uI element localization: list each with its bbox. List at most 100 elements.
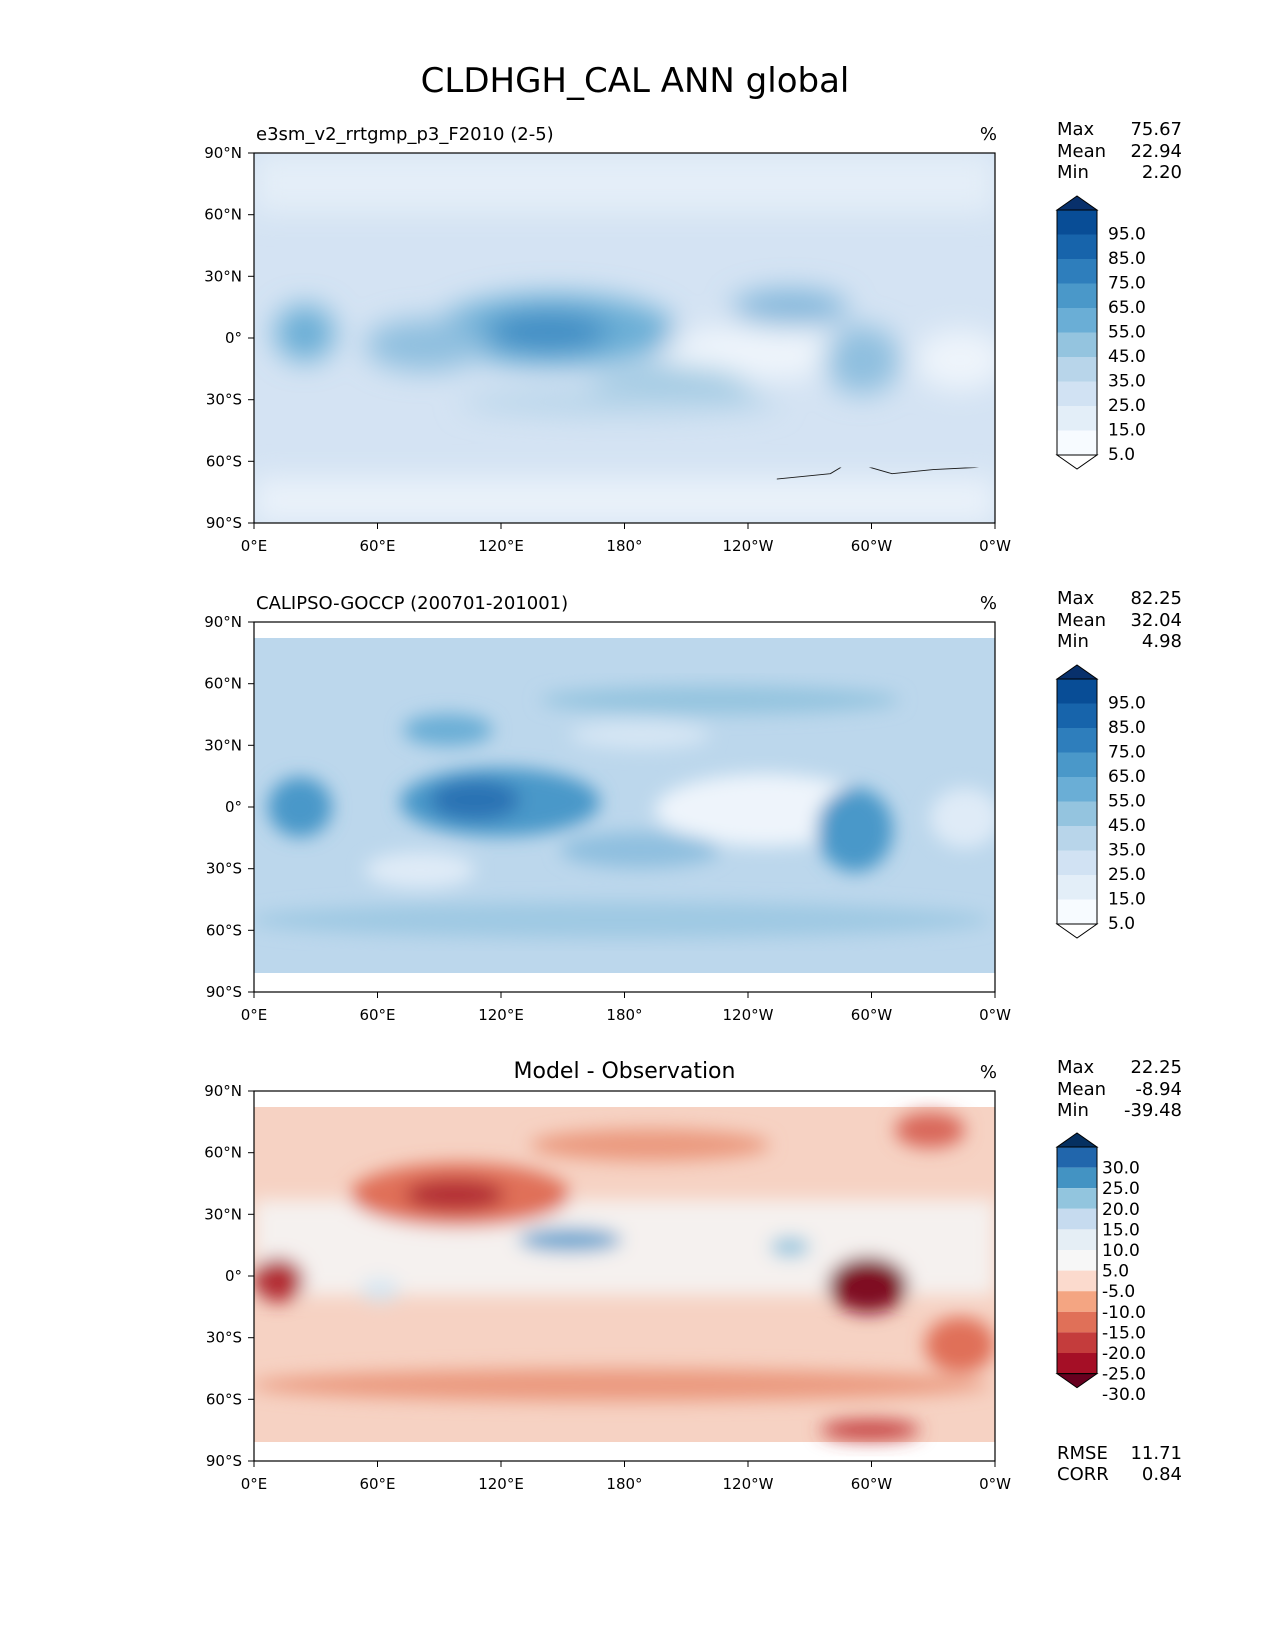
colorbar-extend-top (1055, 1132, 1099, 1148)
stat-label-max: Max (1057, 119, 1095, 140)
obs-spcz (560, 832, 720, 868)
colorbar-swatch (1057, 875, 1097, 900)
colorbar-swatch (1057, 1270, 1097, 1292)
y-tick-label: 0° (225, 329, 242, 347)
x-tick-label: 180° (606, 537, 642, 555)
panel-difference-map (254, 1091, 995, 1461)
stat-value-max: 75.67 (1130, 119, 1182, 140)
colorbar-outline (1056, 678, 1098, 925)
x-tick-label: 120°W (723, 1006, 774, 1024)
y-tick-label: 0° (225, 1267, 242, 1285)
panel-observation: CALIPSO-GOCCP (200701-201001) % (204, 588, 1182, 1024)
x-tick-label: 0°W (979, 1006, 1011, 1024)
diff-amazon-deficit (828, 1257, 908, 1313)
x-tick-label: 180° (606, 1475, 642, 1493)
colorbar-swatch (1057, 1188, 1097, 1209)
y-tick-label: 60°N (204, 1144, 242, 1162)
colorbar-swatch (1057, 1250, 1097, 1271)
model-westpac-core (488, 312, 608, 352)
stat-label-min: Min (1057, 162, 1089, 183)
colorbar-swatch (1057, 1311, 1097, 1333)
colorbar-level: 55.0 (1108, 323, 1146, 343)
y-tick-label: 30°S (206, 1329, 242, 1347)
obs-storm-track-north (540, 686, 900, 714)
stat-label-min: Min (1057, 1100, 1089, 1121)
y-tick-label: 90°N (204, 1082, 242, 1100)
colorbar-swatch (1057, 703, 1097, 728)
colorbar-swatch (1057, 801, 1097, 826)
model-amazon (824, 326, 900, 394)
colorbar-level: 85.0 (1108, 249, 1146, 269)
colorbar-swatch (1057, 430, 1097, 455)
x-tick-label: 120°W (723, 1475, 774, 1493)
colorbar-swatch (1057, 234, 1097, 259)
colorbar-extend-top (1055, 195, 1099, 211)
colorbar-swatch (1057, 357, 1097, 382)
model-antarctic-band (254, 478, 995, 523)
colorbar-level: 5.0 (1102, 1262, 1129, 1282)
panel-difference-units: % (980, 1062, 997, 1083)
colorbar-swatch (1057, 308, 1097, 333)
colorbar-swatch (1057, 1332, 1097, 1353)
stat-value-min: -39.48 (1124, 1100, 1182, 1121)
diff-central-america-surplus (770, 1237, 810, 1257)
stat-value-min: 4.98 (1142, 631, 1182, 652)
colorbar-level: 25.0 (1108, 396, 1146, 416)
colorbar-level: 55.0 (1108, 792, 1146, 812)
obs-tibet (403, 714, 493, 746)
colorbar-level: -15.0 (1102, 1323, 1146, 1343)
panel-model: e3sm_v2_rrtgmp_p3_F2010 (2-5) % (204, 119, 1182, 555)
colorbar-level: 15.0 (1108, 421, 1146, 441)
x-tick-label: 0°E (241, 537, 268, 555)
y-tick-label: 90°S (206, 1452, 242, 1470)
colorbar-swatch (1057, 1167, 1097, 1189)
panel-model-map (254, 153, 995, 523)
model-arctic-band (254, 153, 995, 213)
colorbar-level: -25.0 (1102, 1365, 1146, 1385)
x-tick-label: 180° (606, 1006, 642, 1024)
colorbar-outline (1056, 1146, 1098, 1375)
colorbar-swatch (1057, 381, 1097, 406)
diff-antarctic-deficit (820, 1420, 920, 1440)
colorbar-level: 75.0 (1108, 274, 1146, 294)
diff-atlantic-south (925, 1317, 995, 1373)
panel-model-axes: 0°E 60°E 120°E 180° 120°W 60°W 0°W 90°N … (204, 144, 1011, 555)
panel-difference-axes: 0°E 60°E 120°E 180° 120°W 60°W 0°W 90°N … (204, 1082, 1011, 1493)
diff-north-pacific-deficit (530, 1129, 770, 1161)
colorbar-swatch (1057, 777, 1097, 802)
panel-observation-stats: Max 82.25 Mean 32.04 Min 4.98 (1057, 588, 1182, 652)
x-tick-label: 120°E (478, 1006, 524, 1024)
stat-value-min: 2.20 (1142, 162, 1182, 183)
figure-title: CLDHGH_CAL ANN global (421, 61, 850, 101)
panel-observation-units: % (980, 593, 997, 614)
colorbar-swatch (1057, 210, 1097, 235)
colorbar-swatch (1057, 679, 1097, 704)
x-tick-label: 60°W (851, 1006, 893, 1024)
diff-indian-surplus (360, 1278, 400, 1302)
colorbar-swatch (1057, 332, 1097, 357)
colorbar-level: 20.0 (1102, 1200, 1140, 1220)
colorbar-swatch (1057, 850, 1097, 875)
colorbar-swatch (1057, 1353, 1097, 1374)
stat-label-mean: Mean (1057, 1079, 1106, 1100)
x-tick-label: 60°E (359, 1475, 395, 1493)
colorbar-level: -10.0 (1102, 1303, 1146, 1323)
y-tick-label: 90°N (204, 613, 242, 631)
stat-label-max: Max (1057, 1057, 1095, 1078)
y-tick-label: 30°N (204, 736, 242, 754)
y-tick-label: 30°N (204, 1205, 242, 1223)
panel-observation-axes: 0°E 60°E 120°E 180° 120°W 60°W 0°W 90°N … (204, 613, 1011, 1024)
stat-label-mean: Mean (1057, 141, 1106, 162)
panel-difference-title: Model - Observation (514, 1059, 736, 1084)
x-tick-label: 60°W (851, 1475, 893, 1493)
obs-amazon (817, 788, 893, 872)
colorbar-level: 5.0 (1108, 914, 1135, 934)
colorbar-level: 10.0 (1102, 1241, 1140, 1261)
colorbar-swatch (1057, 259, 1097, 284)
panel-observation-colorbar: 95.0 85.0 75.0 65.0 55.0 45.0 35.0 25.0 … (1055, 664, 1146, 939)
model-indian-ocean (365, 319, 485, 371)
y-tick-label: 90°S (206, 983, 242, 1001)
colorbar-level: 95.0 (1108, 694, 1146, 714)
model-subtropic-clear-pacific (665, 324, 855, 380)
colorbar-level: 65.0 (1108, 298, 1146, 318)
